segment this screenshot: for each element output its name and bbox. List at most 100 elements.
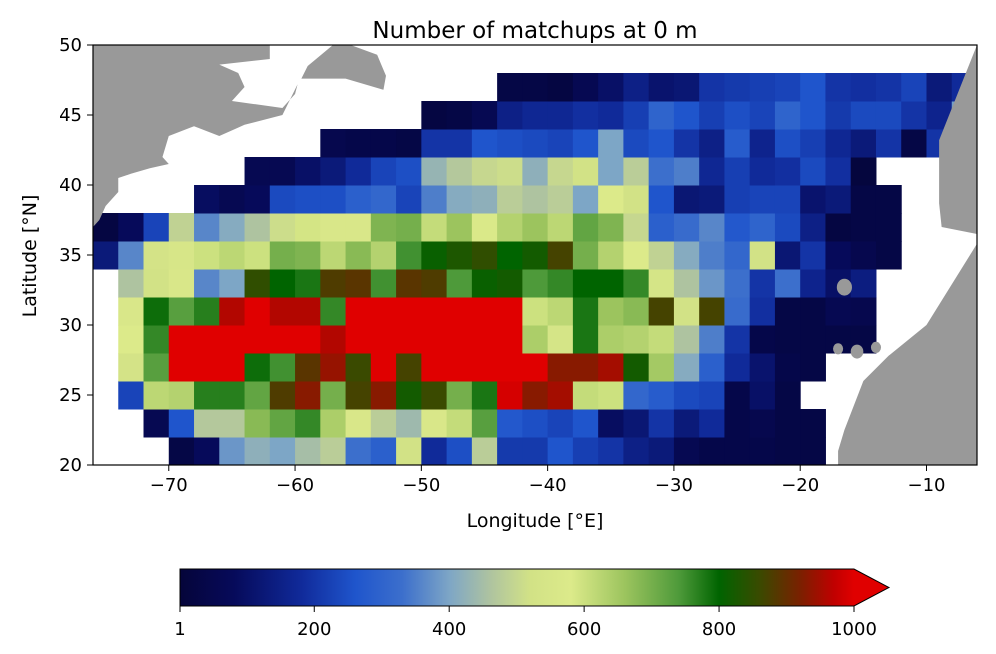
heatmap-cell (699, 269, 725, 298)
colorbar-tick-label: 1000 (831, 619, 877, 640)
heatmap-cell (269, 157, 296, 186)
heatmap-cell (421, 241, 448, 270)
y-tick-label: 45 (59, 105, 82, 126)
heatmap-cell (648, 101, 675, 130)
heatmap-cell (901, 73, 927, 102)
heatmap-cell (648, 157, 675, 186)
heatmap-cell (320, 213, 347, 242)
heatmap-cell (749, 409, 776, 438)
heatmap-cell (926, 73, 953, 102)
heatmap-cell (345, 353, 372, 382)
heatmap-cell (699, 129, 725, 158)
heatmap-cell (850, 73, 877, 102)
heatmap-cell (875, 129, 902, 158)
heatmap-cell (774, 325, 801, 354)
heatmap-cell (320, 185, 347, 214)
heatmap-cell (623, 409, 650, 438)
heatmap-cell (143, 241, 170, 270)
heatmap-cell (446, 129, 473, 158)
heatmap-cell (194, 437, 220, 465)
heatmap-cell (345, 325, 372, 354)
x-tick-label: −60 (276, 475, 314, 496)
heatmap-cell (699, 409, 725, 438)
heatmap-cell (143, 213, 170, 242)
heatmap-cell (774, 157, 801, 186)
heatmap-cell (421, 129, 448, 158)
heatmap-cell (244, 353, 271, 382)
heatmap-cell (446, 241, 473, 270)
heatmap-cell (749, 297, 776, 326)
heatmap-cell (673, 437, 700, 465)
heatmap-cell (396, 353, 422, 382)
land-africa-europe (838, 243, 977, 465)
heatmap-cell (320, 353, 347, 382)
heatmap-cell (825, 157, 852, 186)
heatmap-cell (749, 129, 776, 158)
heatmap-cell (800, 437, 826, 465)
heatmap-cell (623, 157, 650, 186)
heatmap-cell (648, 353, 675, 382)
heatmap-cell (749, 353, 776, 382)
heatmap-cell (673, 101, 700, 130)
heatmap-cell (572, 381, 599, 410)
heatmap-cell (572, 213, 599, 242)
heatmap-cell (345, 437, 372, 465)
heatmap-cell (421, 101, 448, 130)
heatmap-cell (244, 241, 271, 270)
heatmap-cell (547, 129, 574, 158)
island (833, 343, 844, 355)
heatmap-cell (800, 269, 826, 298)
heatmap-cell (471, 241, 498, 270)
heatmap-cell (875, 213, 902, 242)
heatmap-cell (522, 437, 549, 465)
heatmap-cell (219, 437, 246, 465)
heatmap-cell (421, 325, 448, 354)
heatmap-cell (699, 381, 725, 410)
heatmap-cell (194, 409, 220, 438)
x-axis-title: Longitude [°E] (467, 510, 604, 532)
heatmap-cell (295, 437, 321, 465)
heatmap-cell (572, 185, 599, 214)
heatmap-cell (522, 157, 549, 186)
land-north-america (301, 45, 386, 90)
heatmap-cell (598, 409, 624, 438)
heatmap-cell (825, 129, 852, 158)
heatmap-cell (850, 101, 877, 130)
heatmap-cell (143, 353, 170, 382)
heatmap-cell (269, 185, 296, 214)
heatmap-cell (673, 409, 700, 438)
heatmap-cell (446, 185, 473, 214)
chart-title: Number of matchups at 0 m (372, 18, 697, 44)
heatmap-cell (396, 437, 422, 465)
heatmap-cell (724, 381, 751, 410)
heatmap-cell (825, 241, 852, 270)
heatmap-cell (446, 381, 473, 410)
heatmap-cell (446, 269, 473, 298)
heatmap-cell (547, 381, 574, 410)
heatmap-cell (497, 101, 523, 130)
heatmap-cell (446, 353, 473, 382)
heatmap-cell (699, 437, 725, 465)
heatmap-cell (850, 185, 877, 214)
heatmap-cell (219, 409, 246, 438)
heatmap-cell (471, 269, 498, 298)
heatmap-cell (598, 297, 624, 326)
heatmap-cell (800, 297, 826, 326)
heatmap-cell (850, 269, 877, 298)
heatmap-cell (673, 157, 700, 186)
heatmap-cell (648, 73, 675, 102)
heatmap-cell (673, 269, 700, 298)
heatmap-cell (143, 297, 170, 326)
heatmap-cell (421, 409, 448, 438)
heatmap-cell (370, 409, 397, 438)
heatmap-cell (219, 353, 246, 382)
heatmap-cell (219, 241, 246, 270)
heatmap-cell (623, 185, 650, 214)
colorbar-tick-label: 200 (297, 619, 331, 640)
heatmap-cell (345, 241, 372, 270)
heatmap-cell (497, 129, 523, 158)
heatmap-cell (522, 381, 549, 410)
heatmap-cell (471, 297, 498, 326)
heatmap-cell (522, 297, 549, 326)
heatmap-cell (320, 157, 347, 186)
